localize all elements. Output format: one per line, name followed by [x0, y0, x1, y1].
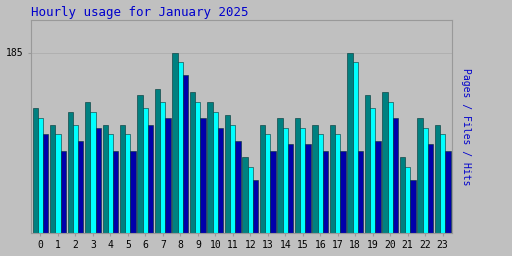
Bar: [312, 125, 317, 256]
Bar: [225, 115, 230, 256]
Bar: [125, 134, 131, 256]
Bar: [278, 118, 283, 256]
Bar: [253, 180, 258, 256]
Bar: [138, 95, 143, 256]
Bar: [435, 125, 440, 256]
Bar: [445, 151, 451, 256]
Bar: [248, 167, 253, 256]
Bar: [260, 125, 265, 256]
Bar: [388, 102, 393, 256]
Bar: [365, 95, 370, 256]
Bar: [347, 52, 353, 256]
Bar: [323, 151, 328, 256]
Bar: [102, 125, 108, 256]
Bar: [148, 125, 153, 256]
Bar: [178, 62, 183, 256]
Bar: [155, 89, 160, 256]
Bar: [73, 125, 78, 256]
Bar: [50, 125, 55, 256]
Bar: [131, 151, 136, 256]
Bar: [393, 118, 398, 256]
Bar: [183, 76, 188, 256]
Bar: [120, 125, 125, 256]
Bar: [207, 102, 212, 256]
Bar: [288, 144, 293, 256]
Bar: [440, 134, 445, 256]
Bar: [265, 134, 270, 256]
Bar: [417, 118, 422, 256]
Bar: [305, 144, 311, 256]
Bar: [55, 134, 60, 256]
Bar: [230, 125, 236, 256]
Bar: [38, 118, 43, 256]
Bar: [68, 112, 73, 256]
Bar: [33, 108, 38, 256]
Bar: [173, 52, 178, 256]
Bar: [90, 112, 96, 256]
Bar: [358, 151, 363, 256]
Bar: [160, 102, 165, 256]
Bar: [317, 134, 323, 256]
Bar: [428, 144, 433, 256]
Bar: [295, 118, 300, 256]
Bar: [108, 134, 113, 256]
Bar: [85, 102, 90, 256]
Bar: [353, 62, 358, 256]
Bar: [405, 167, 410, 256]
Bar: [60, 151, 66, 256]
Bar: [375, 141, 380, 256]
Bar: [165, 118, 170, 256]
Bar: [330, 125, 335, 256]
Bar: [400, 157, 405, 256]
Bar: [190, 92, 195, 256]
Bar: [212, 112, 218, 256]
Y-axis label: Pages / Files / Hits: Pages / Files / Hits: [461, 68, 471, 185]
Bar: [113, 151, 118, 256]
Bar: [201, 118, 206, 256]
Bar: [218, 128, 223, 256]
Bar: [270, 151, 275, 256]
Bar: [195, 102, 201, 256]
Bar: [382, 92, 388, 256]
Bar: [370, 108, 375, 256]
Bar: [143, 108, 148, 256]
Text: Hourly usage for January 2025: Hourly usage for January 2025: [31, 6, 248, 18]
Bar: [78, 141, 83, 256]
Bar: [236, 141, 241, 256]
Bar: [242, 157, 248, 256]
Bar: [43, 134, 48, 256]
Bar: [283, 128, 288, 256]
Bar: [340, 151, 346, 256]
Bar: [300, 128, 305, 256]
Bar: [335, 134, 340, 256]
Bar: [422, 128, 428, 256]
Bar: [410, 180, 416, 256]
Bar: [96, 128, 101, 256]
